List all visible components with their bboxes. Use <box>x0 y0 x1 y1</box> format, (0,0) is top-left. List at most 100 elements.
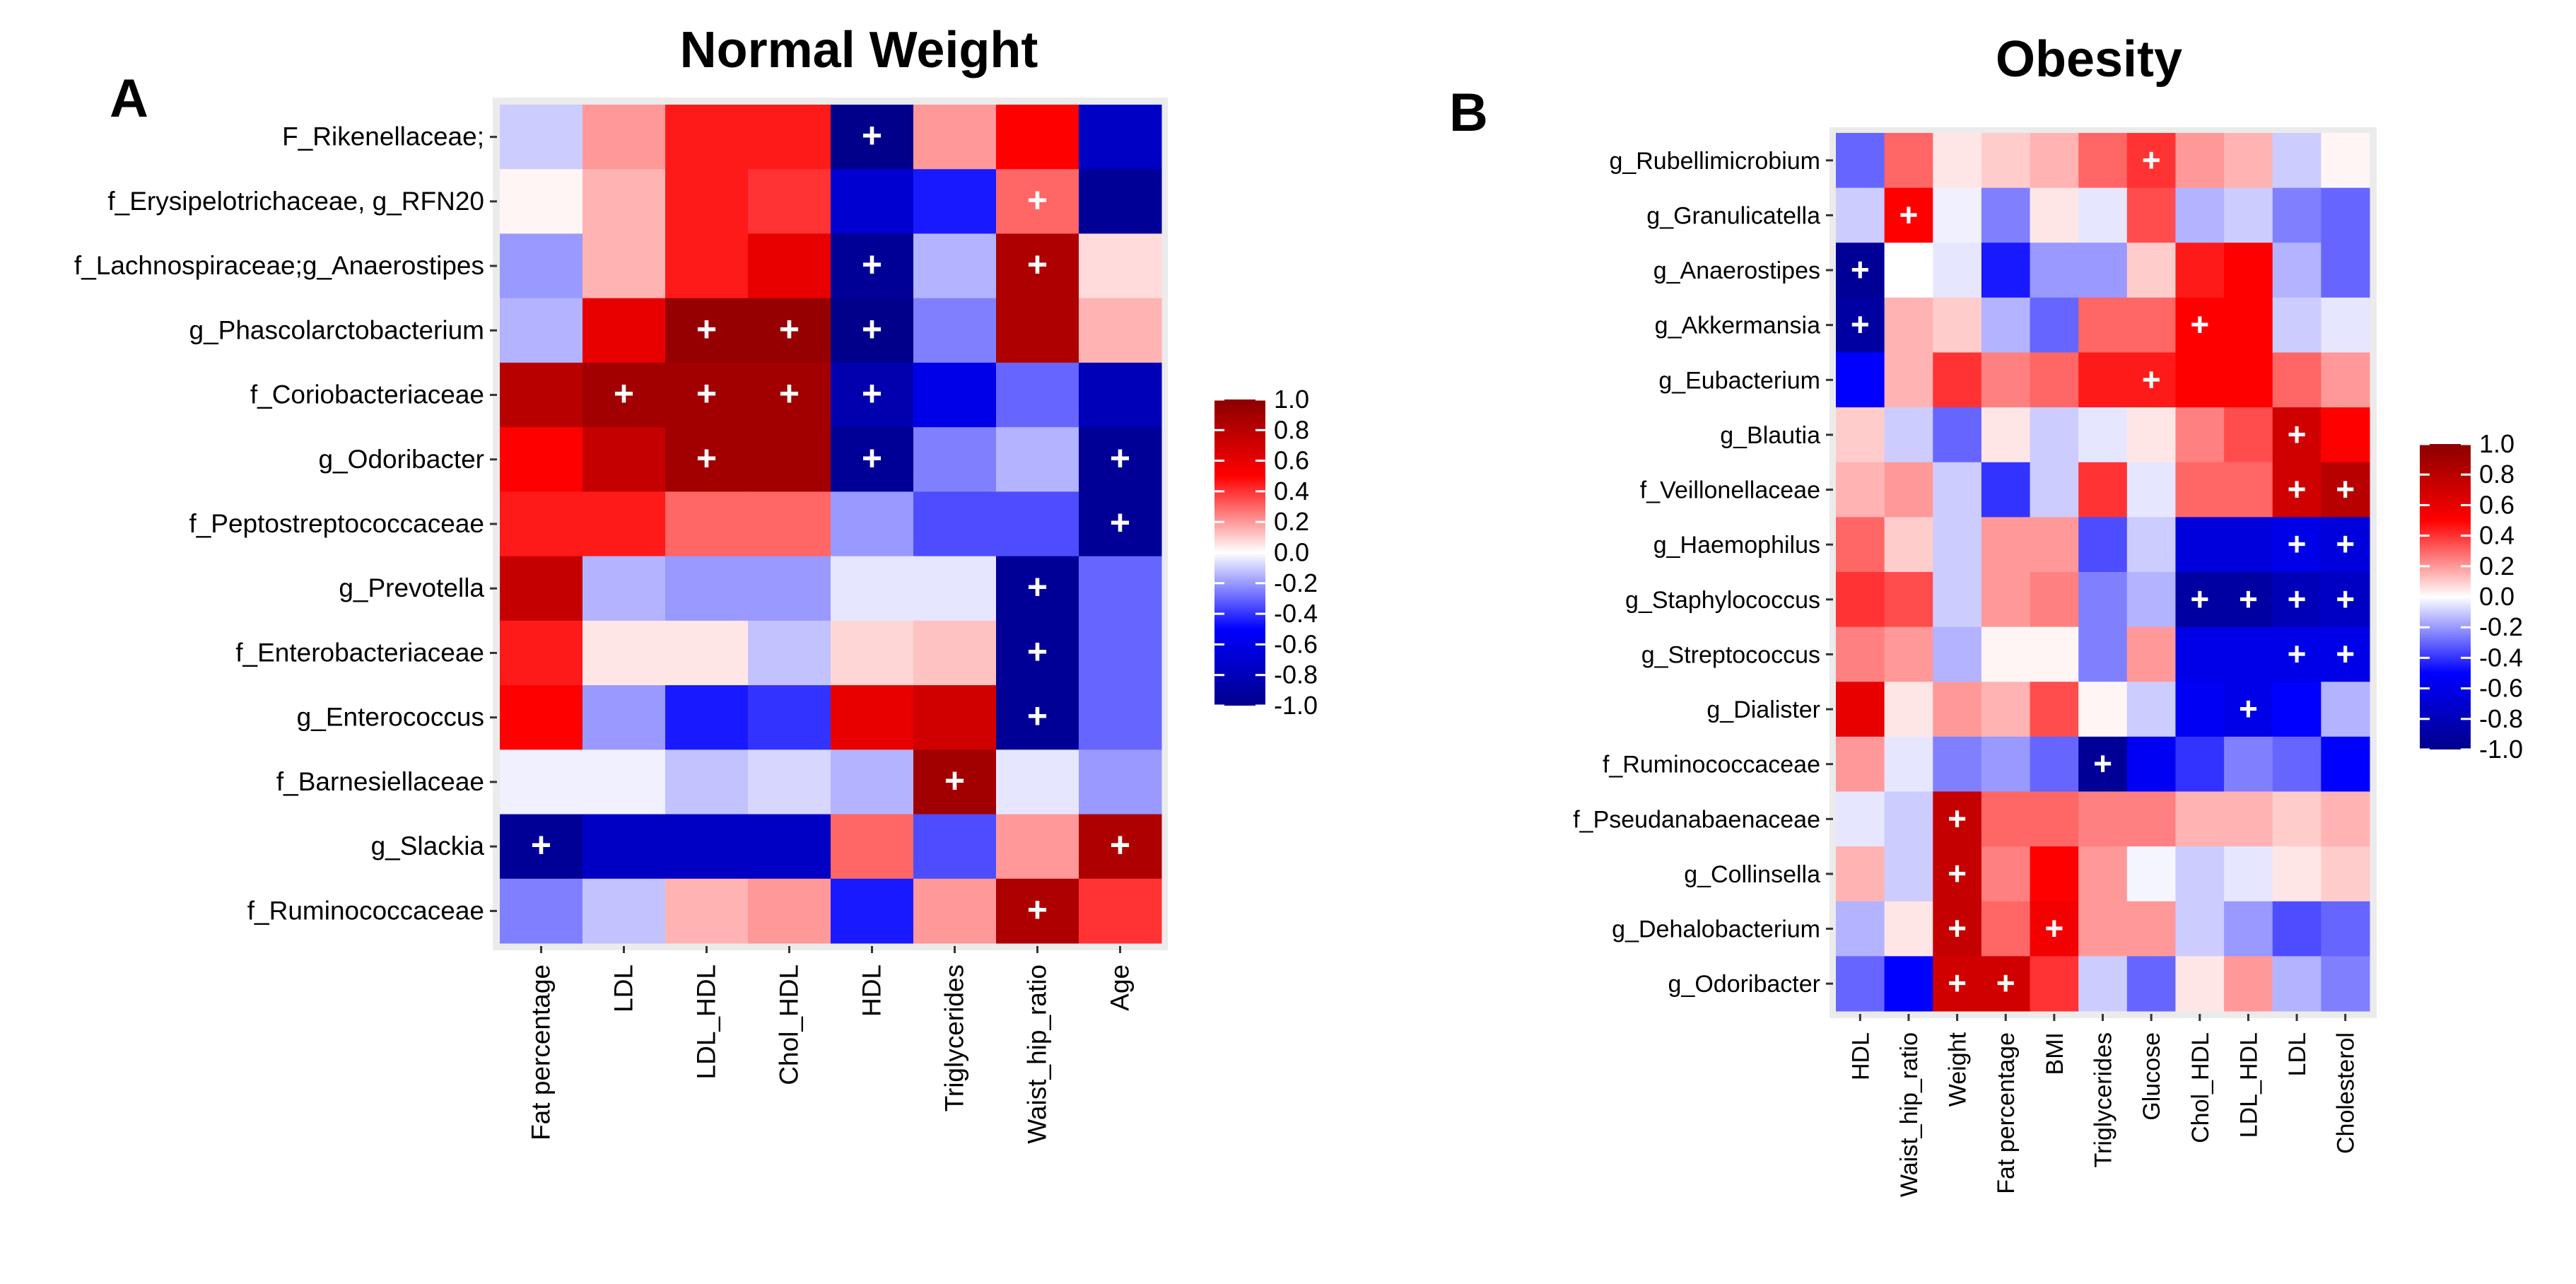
panel-b-colorbar-label: 0.2 <box>2479 551 2514 580</box>
panel-b-cell-r9-c7 <box>2175 626 2225 682</box>
panel-b-cell-r15-c9 <box>2272 956 2322 1012</box>
panel-a-cell-r2-c3 <box>748 233 831 299</box>
panel-b-cell-r15-c10 <box>2321 956 2370 1012</box>
panel-b-cell-r5-c1 <box>1884 407 1933 463</box>
panel-b-cell-r3-c3 <box>1981 297 2031 353</box>
panel-b-col-label: Cholesterol <box>2333 1032 2360 1154</box>
panel-b-significance-marker: + <box>2142 141 2161 178</box>
panel-b-cell-r10-c9 <box>2272 682 2322 737</box>
panel-b-cell-r14-c8 <box>2224 901 2273 957</box>
panel-a-cell-r8-c7 <box>1079 620 1162 686</box>
panel-a-cell-r10-c7 <box>1079 749 1162 815</box>
panel-b-cell-r12-c0 <box>1836 791 1885 847</box>
panel-b-cell-r13-c6 <box>2126 846 2176 902</box>
panel-b-significance-marker: + <box>2288 635 2307 672</box>
panel-b-cell-r6-c1 <box>1884 462 1933 518</box>
panel-b-cell-r1-c8 <box>2224 187 2273 243</box>
panel-b-cell-r10-c5 <box>2078 682 2128 737</box>
panel-b-cell-r10-c10 <box>2321 682 2370 737</box>
panel-b-cell-r4-c5 <box>2078 352 2128 408</box>
panel-a-cell-r4-c6 <box>996 362 1079 428</box>
panel-a-cell-r11-c5 <box>913 814 997 880</box>
panel-a-row-label: f_Ruminococcaceae <box>247 896 484 925</box>
panel-b-cell-r8-c8 <box>2224 572 2273 628</box>
panel-b-significance-marker: + <box>1851 306 1870 343</box>
panel-b-significance-marker: + <box>2190 580 2209 617</box>
panel-b-cell-r15-c5 <box>2078 956 2128 1012</box>
panel-a-cell-r8-c2 <box>665 620 749 686</box>
panel-a-row-label: f_Peptostreptococcaceae <box>189 509 484 538</box>
panel-b-cell-r15-c3 <box>1981 956 2031 1012</box>
panel-a-cell-r12-c7 <box>1079 878 1162 944</box>
panel-b-cell-r0-c3 <box>1981 133 2031 189</box>
panel-b-cell-r5-c4 <box>2030 407 2079 463</box>
panel-b-cell-r9-c0 <box>1836 626 1885 682</box>
panel-b-cell-r9-c9 <box>2272 626 2322 682</box>
panel-b-cell-r12-c1 <box>1884 791 1933 847</box>
panel-b-row-label: g_Dehalobacterium <box>1612 916 1820 943</box>
panel-a-cell-r10-c4 <box>831 749 914 815</box>
panel-b-cell-r12-c3 <box>1981 791 2031 847</box>
panel-b-cell-r0-c2 <box>1933 133 1982 189</box>
panel-a-colorbar-label: -0.6 <box>1274 629 1318 658</box>
panel-b-cell-r5-c7 <box>2175 407 2225 463</box>
panel-a-cell-r1-c7 <box>1079 169 1162 234</box>
panel-a-cell-r2-c5 <box>913 233 997 299</box>
panel-a-cell-r1-c4 <box>831 169 914 234</box>
panel-a-significance-marker: + <box>862 438 882 478</box>
panel-a-cell-r3-c5 <box>913 298 997 363</box>
panel-b-cell-r13-c1 <box>1884 846 1933 902</box>
panel-a-significance-marker: + <box>779 309 800 349</box>
panel-b-cell-r6-c9 <box>2272 462 2322 518</box>
panel-a-significance-marker: + <box>862 245 882 284</box>
panel-a-cell-r1-c5 <box>913 169 997 234</box>
panel-a-significance-marker: + <box>696 438 717 478</box>
panel-a-cell-r7-c2 <box>665 556 749 621</box>
panel-b-row-label: g_Collinsella <box>1684 861 1820 888</box>
panel-b-cell-r5-c3 <box>1981 407 2031 463</box>
panel-b-cell-r4-c1 <box>1884 352 1933 408</box>
panel-a-cell-r11-c0 <box>500 814 583 880</box>
panel-b-cell-r8-c6 <box>2126 572 2176 628</box>
panel-b-cell-r3-c6 <box>2126 297 2176 353</box>
panel-b-cell-r14-c6 <box>2126 901 2176 957</box>
panel-a-significance-marker: + <box>944 761 965 800</box>
panel-b-cell-r6-c6 <box>2126 462 2176 518</box>
panel-a-significance-marker: + <box>531 825 551 865</box>
panel-a-cell-r12-c0 <box>500 878 583 944</box>
panel-b-row-label: g_Anaerostipes <box>1653 257 1820 284</box>
panel-b-cell-r2-c2 <box>1933 243 1982 298</box>
panel-a-significance-marker: + <box>1027 567 1048 607</box>
panel-a-cell-r10-c1 <box>582 749 666 815</box>
panel-b-row-label: g_Granulicatella <box>1646 202 1820 229</box>
panel-a-row-label: g_Prevotella <box>339 573 484 602</box>
panel-a-cell-r8-c1 <box>582 620 666 686</box>
panel-a-cell-r10-c5 <box>913 749 997 815</box>
panel-b-cell-r9-c1 <box>1884 626 1933 682</box>
panel-a-cell-r4-c1 <box>582 362 666 428</box>
panel-a-cell-r9-c6 <box>996 685 1079 750</box>
panel-b-cell-r3-c1 <box>1884 297 1933 353</box>
panel-b-cell-r7-c4 <box>2030 517 2079 573</box>
panel-a-cell-r7-c3 <box>748 556 831 621</box>
panel-b-cell-r2-c5 <box>2078 243 2128 298</box>
panel-b-cell-r2-c1 <box>1884 243 1933 298</box>
panel-b-cell-r8-c10 <box>2321 572 2370 628</box>
panel-a-cell-r8-c0 <box>500 620 583 686</box>
panel-b-cell-r9-c8 <box>2224 626 2273 682</box>
panel-a-significance-marker: + <box>862 309 882 349</box>
panel-a-colorbar-label: -0.4 <box>1274 599 1318 628</box>
panel-a-cell-r6-c2 <box>665 491 749 557</box>
panel-b-cell-r7-c5 <box>2078 517 2128 573</box>
panel-b-cell-r1-c5 <box>2078 187 2128 243</box>
panel-a-cell-r3-c7 <box>1079 298 1162 363</box>
panel-a-col-label: HDL <box>857 964 886 1017</box>
panel-b-significance-marker: + <box>2239 690 2258 727</box>
panel-b-colorbar-label: 0.8 <box>2479 460 2514 489</box>
panel-b-cell-r12-c10 <box>2321 791 2370 847</box>
panel-b-row-label: f_Pseudanabaenaceae <box>1573 806 1820 833</box>
panel-a-cell-r12-c6 <box>996 878 1079 944</box>
panel-b-cell-r2-c10 <box>2321 243 2370 298</box>
panel-a-cell-r12-c2 <box>665 878 749 944</box>
panel-b-row-label: f_Veillonellaceae <box>1640 477 1820 504</box>
